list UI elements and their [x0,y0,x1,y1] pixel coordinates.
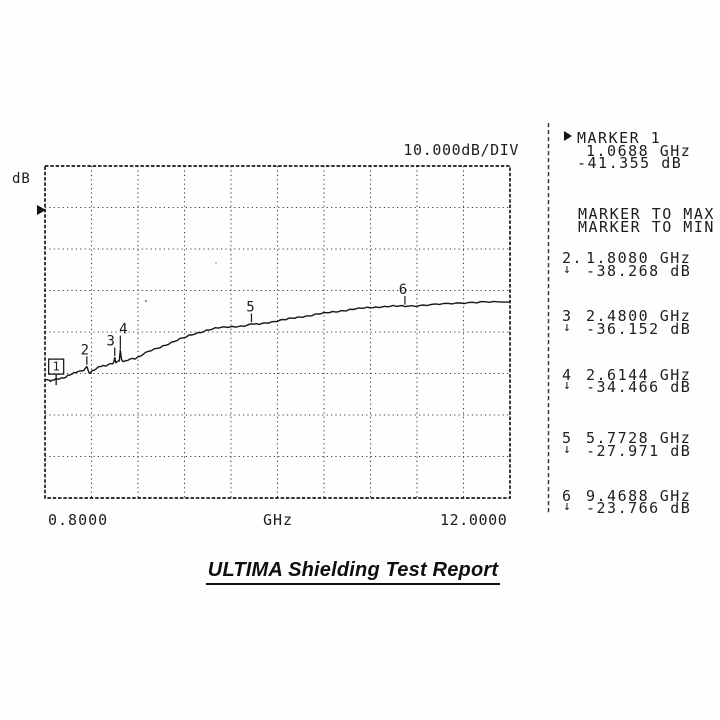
active-marker-level: -41.355 dB [577,154,683,172]
marker-frequency: 9.4688 GHz [586,486,692,505]
marker-number: 6 [562,486,573,505]
plot-marker-label-1: 1 [53,360,60,374]
marker-level: -27.971 dB [586,441,692,460]
plot-marker-label-2: 2 [81,342,89,358]
marker-number: 2. [562,249,584,267]
report-title: ULTIMA Shielding Test Report [205,559,501,585]
plot-marker-label-6: 6 [399,282,407,298]
reference-level-triangle-icon [37,205,46,215]
y-axis-unit-label: dB [12,171,31,187]
active-marker-title: MARKER 1 [577,129,662,147]
marker-frequency: 2.4800 GHz [586,307,692,325]
marker-level: -36.152 dB [586,319,692,338]
plot-marker-label-4: 4 [119,322,127,338]
plot-marker-label-5: 5 [246,300,254,316]
marker-level: -34.466 dB [586,378,692,396]
report-title-wrap: ULTIMA Shielding Test Report [0,559,706,585]
plot-marker-label-3: 3 [107,334,115,350]
marker-frequency: 5.7728 GHz [586,429,692,447]
marker-level: -23.766 dB [586,499,692,517]
active-marker-frequency: 1.0688 GHz [586,141,692,160]
marker-readout-row: 4 2.6144 GHz ↓ -34.466 dB [562,365,720,397]
marker-number: 4 [562,365,573,384]
down-arrow-icon: ↓ [563,378,571,393]
scan-speck [215,262,217,264]
x-axis-start-label: 0.8000 [48,511,109,529]
x-axis-unit-label: GHz [262,511,294,529]
marker-readout-row: 2. 1.8080 GHz ↓ -38.268 dB [562,249,720,280]
trace-line [45,300,510,383]
down-arrow-icon: ↓ [563,441,571,457]
marker-to-min-label: MARKER TO MIN [578,217,715,236]
x-axis-stop-label: 12.0000 [440,511,508,529]
marker-frequency: 1.8080 GHz [586,249,692,267]
marker-number: 5 [562,429,573,447]
down-arrow-icon: ↓ [563,319,571,335]
marker-readout-row: 3 2.4800 GHz ↓ -36.152 dB [562,307,720,338]
graticule-border [44,165,511,499]
marker-level: -38.268 dB [586,261,692,280]
marker-readout-row: 6 9.4688 GHz ↓ -23.766 dB [562,486,720,518]
down-arrow-icon: ↓ [563,499,571,514]
scale-per-div-label: 10.000dB/DIV [403,141,519,159]
down-arrow-icon: ↓ [563,261,571,277]
marker-readout-row: 5 5.7728 GHz ↓ -27.971 dB [562,429,720,460]
marker-frequency: 2.6144 GHz [586,365,692,384]
marker-to-max-label: MARKER TO MAX [578,205,715,223]
active-marker-pointer-icon [564,131,572,141]
graticule-grid [45,166,510,498]
marker-number: 3 [562,307,573,325]
scan-speck [145,300,147,302]
